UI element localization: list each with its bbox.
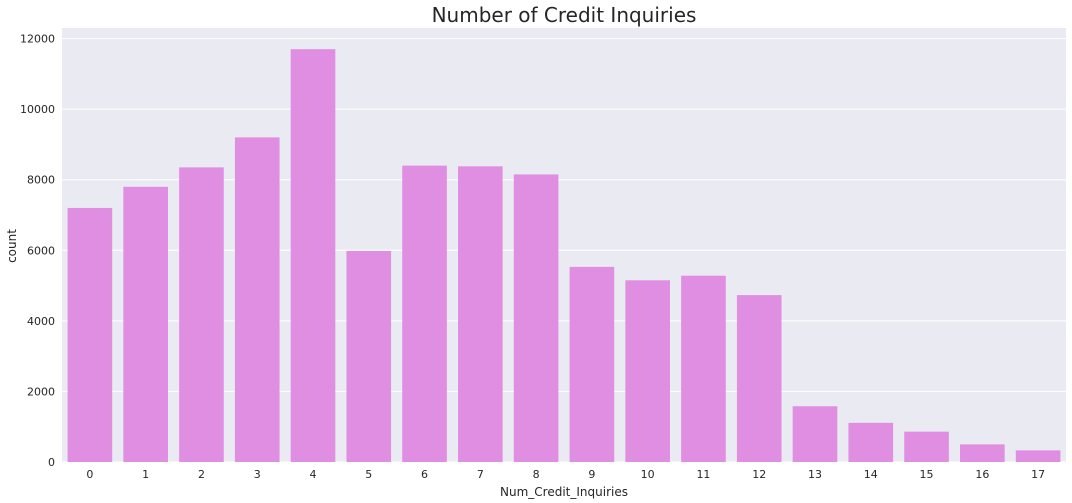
bar-2 [179,167,224,463]
y-tick-label: 4000 [27,315,55,328]
y-tick-label: 12000 [20,33,55,46]
x-tick-label: 5 [365,468,372,481]
x-axis-title: Num_Credit_Inquiries [500,485,628,499]
bar-15 [904,431,949,462]
x-tick-label: 12 [752,468,766,481]
y-axis-title: count [5,229,19,263]
bar-12 [736,295,782,462]
y-tick-label: 6000 [27,244,55,257]
bar-14 [848,422,894,462]
x-axis-ticks: 0 1 2 3 4 5 6 7 8 9 10 11 12 13 14 15 16 17 [86,468,1045,481]
plot-area [62,28,1066,462]
bar-4 [290,49,336,463]
x-tick-label: 8 [533,468,540,481]
bar-8 [513,174,559,462]
bar-10 [625,280,670,462]
x-tick-label: 0 [86,468,93,481]
x-tick-label: 16 [975,468,989,481]
bar-5 [346,250,392,462]
bar-11 [681,275,726,462]
bar-16 [960,444,1005,462]
x-tick-label: 3 [254,468,261,481]
y-tick-label: 0 [48,456,55,469]
x-tick-label: 2 [198,468,205,481]
y-axis-ticks: 0 2000 4000 6000 8000 10000 12000 [20,33,55,469]
bars [67,49,1061,463]
bar-1 [123,186,168,462]
x-tick-label: 7 [477,468,484,481]
y-tick-label: 10000 [20,103,55,116]
x-tick-label: 10 [641,468,655,481]
x-tick-label: 6 [421,468,428,481]
x-tick-label: 15 [920,468,934,481]
gridlines [62,38,1066,463]
bar-7 [458,166,503,463]
bar-0 [67,207,113,462]
bar-9 [569,266,615,462]
chart-title: Number of Credit Inquiries [432,3,697,27]
x-tick-label: 11 [696,468,710,481]
bar-3 [234,137,280,462]
x-tick-label: 17 [1031,468,1045,481]
y-tick-label: 8000 [27,174,55,187]
x-tick-label: 14 [864,468,878,481]
bar-6 [402,165,447,463]
bar-17 [1015,450,1061,462]
x-tick-label: 13 [808,468,822,481]
x-tick-label: 1 [142,468,149,481]
x-tick-label: 4 [310,468,317,481]
y-tick-label: 2000 [27,385,55,398]
bar-13 [792,406,838,462]
x-tick-label: 9 [588,468,595,481]
